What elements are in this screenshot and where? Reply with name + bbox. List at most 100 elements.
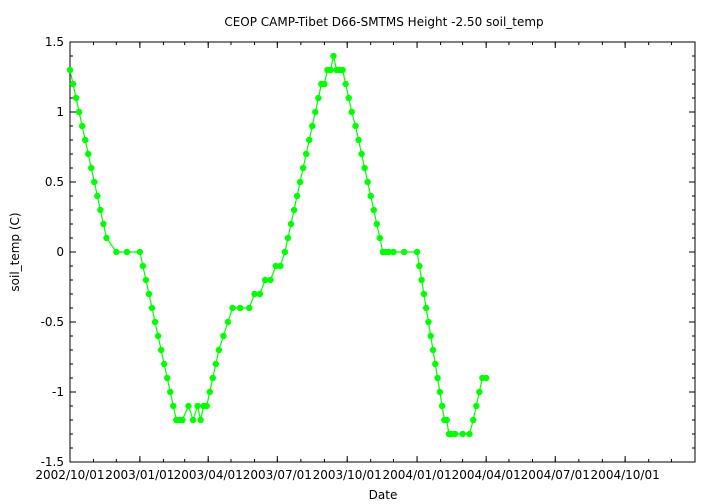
x-axis-label: Date bbox=[369, 488, 398, 502]
data-point bbox=[142, 276, 150, 284]
data-point bbox=[370, 206, 377, 214]
data-point bbox=[113, 248, 120, 256]
y-tick-label: -1.5 bbox=[41, 455, 64, 469]
data-point bbox=[436, 388, 444, 396]
data-point bbox=[376, 234, 384, 242]
data-point bbox=[348, 108, 355, 116]
data-point bbox=[284, 234, 292, 242]
data-point bbox=[179, 416, 186, 424]
data-point bbox=[267, 276, 274, 284]
data-point bbox=[139, 262, 147, 270]
data-point bbox=[466, 430, 473, 438]
y-tick-label: -1 bbox=[52, 385, 64, 399]
data-point bbox=[261, 276, 269, 284]
y-tick-label: -0.5 bbox=[41, 315, 64, 329]
data-point bbox=[413, 248, 421, 256]
data-point bbox=[170, 402, 177, 410]
data-point bbox=[66, 66, 74, 74]
y-tick-label: 0.5 bbox=[45, 175, 64, 189]
data-point bbox=[236, 304, 244, 312]
data-point bbox=[345, 94, 352, 102]
data-point bbox=[97, 206, 104, 214]
data-point bbox=[251, 290, 258, 298]
data-point bbox=[212, 360, 220, 368]
data-point bbox=[473, 402, 480, 410]
data-point bbox=[75, 108, 83, 116]
data-point bbox=[164, 374, 171, 382]
data-point bbox=[103, 234, 110, 242]
y-tick-label: 0 bbox=[56, 245, 64, 259]
data-point bbox=[352, 122, 359, 130]
x-tick-label: 2003/01/01 bbox=[105, 468, 174, 482]
data-point bbox=[197, 416, 204, 424]
data-point bbox=[91, 178, 98, 186]
data-point bbox=[157, 346, 165, 354]
y-axis-label: soil_temp (C) bbox=[8, 212, 22, 291]
x-tick-label: 2004/10/01 bbox=[591, 468, 660, 482]
data-point bbox=[315, 94, 322, 102]
data-point bbox=[390, 248, 397, 256]
data-point bbox=[69, 80, 77, 88]
data-point bbox=[367, 192, 374, 200]
data-point bbox=[432, 360, 439, 368]
data-point bbox=[422, 304, 430, 312]
data-point bbox=[306, 136, 313, 144]
data-point bbox=[416, 262, 423, 270]
data-point bbox=[420, 290, 428, 298]
data-points bbox=[66, 52, 490, 438]
axis-ticks bbox=[69, 41, 695, 463]
data-point bbox=[470, 416, 477, 424]
data-point bbox=[78, 122, 86, 130]
data-point bbox=[364, 178, 371, 186]
data-point bbox=[309, 122, 316, 130]
data-point bbox=[203, 402, 210, 410]
x-tick-labels: 2002/10/01 2003/01/01 2003/04/01 2003/07/01… bbox=[35, 468, 659, 482]
data-point bbox=[290, 206, 298, 214]
x-tick-label: 2003/07/01 bbox=[243, 468, 312, 482]
y-tick-label: 1.5 bbox=[45, 35, 64, 49]
data-point bbox=[339, 66, 346, 74]
data-point bbox=[299, 164, 307, 172]
data-point bbox=[287, 220, 295, 228]
y-tick-label: 1 bbox=[56, 105, 64, 119]
x-tick-label: 2004/04/01 bbox=[452, 468, 521, 482]
data-point bbox=[443, 416, 450, 424]
data-point bbox=[224, 318, 232, 326]
data-point bbox=[361, 164, 368, 172]
data-point bbox=[427, 332, 434, 340]
data-point bbox=[167, 388, 174, 396]
data-point bbox=[434, 374, 441, 382]
chart-title: CEOP CAMP-Tibet D66-SMTMS Height -2.50 s… bbox=[224, 15, 543, 29]
data-point bbox=[88, 164, 95, 172]
data-point bbox=[482, 374, 490, 382]
data-point bbox=[358, 150, 365, 158]
data-point bbox=[220, 332, 227, 340]
y-tick-labels: 1.5 1 0.5 0 -0.5 -1 -1.5 bbox=[41, 35, 64, 469]
data-point bbox=[400, 248, 408, 256]
data-point bbox=[438, 402, 446, 410]
data-point bbox=[94, 192, 101, 200]
data-point bbox=[429, 346, 437, 354]
data-point bbox=[425, 318, 432, 326]
data-point bbox=[154, 332, 162, 340]
x-tick-label: 2003/04/01 bbox=[174, 468, 243, 482]
data-point bbox=[206, 388, 213, 396]
data-point bbox=[246, 304, 253, 312]
data-point bbox=[136, 248, 144, 256]
data-point bbox=[277, 262, 284, 270]
x-tick-label: 2004/01/01 bbox=[382, 468, 451, 482]
data-point bbox=[342, 80, 349, 88]
data-point bbox=[209, 374, 216, 382]
data-point bbox=[272, 262, 279, 270]
data-point bbox=[385, 248, 393, 256]
data-point bbox=[72, 94, 80, 102]
data-point bbox=[373, 220, 380, 228]
data-point bbox=[185, 402, 192, 410]
data-point bbox=[459, 430, 466, 438]
data-point bbox=[296, 178, 304, 186]
data-point bbox=[302, 150, 310, 158]
data-point bbox=[148, 304, 156, 312]
data-point bbox=[160, 360, 168, 368]
data-point bbox=[123, 248, 131, 256]
